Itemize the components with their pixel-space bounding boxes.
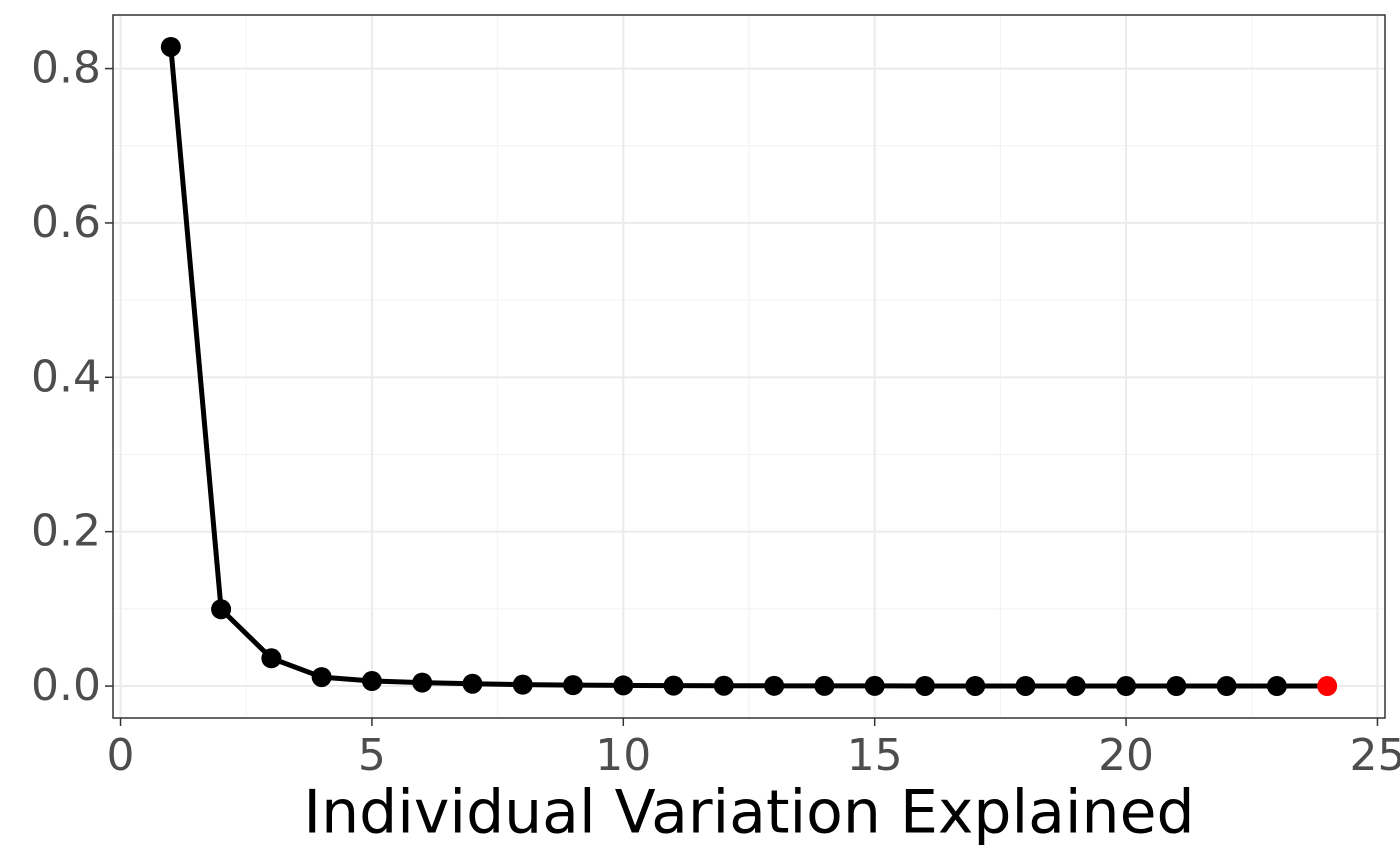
point <box>663 675 684 696</box>
x-tick-label: 15 <box>847 730 903 781</box>
point <box>1015 675 1036 696</box>
point <box>412 672 433 693</box>
point <box>814 675 835 696</box>
y-tick-label: 0.6 <box>31 197 101 248</box>
point <box>613 675 634 696</box>
point <box>1266 676 1287 697</box>
point <box>965 675 986 696</box>
grid <box>113 15 1385 718</box>
point <box>512 674 533 695</box>
y-tick-label: 0.8 <box>31 43 101 94</box>
point <box>563 675 584 696</box>
point <box>713 675 734 696</box>
point <box>1216 676 1237 697</box>
y-tick-label: 0.0 <box>31 660 101 711</box>
point <box>462 673 483 694</box>
x-tick-label: 10 <box>595 730 651 781</box>
point <box>1065 675 1086 696</box>
point <box>1166 676 1187 697</box>
point <box>261 648 282 669</box>
point <box>864 675 885 696</box>
point <box>1116 676 1137 697</box>
x-tick-label: 25 <box>1349 730 1400 781</box>
panel-border <box>112 14 1386 719</box>
point <box>914 675 935 696</box>
point <box>211 599 232 620</box>
x-tick-label: 20 <box>1098 730 1154 781</box>
x-tick-label: 0 <box>107 730 135 781</box>
marks <box>160 36 1338 697</box>
y-tick-label: 0.2 <box>31 506 101 557</box>
point <box>1317 676 1338 697</box>
x-axis-label: Individual Variation Explained <box>303 778 1194 848</box>
point <box>311 667 332 688</box>
point <box>361 671 382 692</box>
point <box>764 675 785 696</box>
point <box>160 36 181 57</box>
y-tick-label: 0.4 <box>31 351 101 402</box>
x-tick-label: 5 <box>358 730 386 781</box>
